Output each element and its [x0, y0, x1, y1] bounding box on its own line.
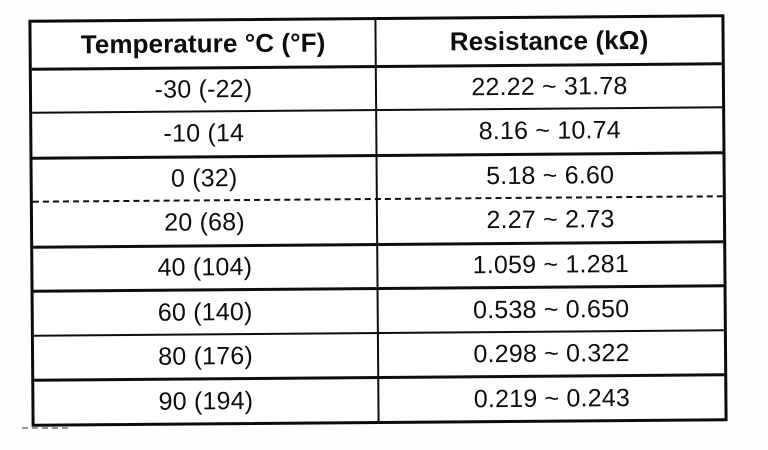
- resistance-cell: 8.16 ~ 10.74: [478, 115, 621, 146]
- resistance-cell: 5.18 ~ 6.60: [486, 161, 615, 191]
- table-row: 20 (68) 2.27 ~ 2.73: [32, 195, 724, 246]
- table-row: 80 (176) 0.298 ~ 0.322: [33, 329, 725, 380]
- temperature-cell: 20 (68): [32, 200, 379, 246]
- temperature-resistance-table: Temperature °C (°F) Resistance (kΩ) -30 …: [28, 14, 728, 427]
- temperature-cell: 80 (176): [33, 333, 380, 380]
- table-row: 90 (194) 0.219 ~ 0.243: [34, 373, 725, 424]
- temperature-cell: 40 (104): [33, 245, 379, 291]
- table-row: 0 (32) 5.18 ~ 6.60: [32, 150, 723, 201]
- resistance-cell: 1.059 ~ 1.281: [472, 250, 630, 280]
- temperature-cell: 60 (140): [33, 290, 379, 335]
- temperature-cell: -30 (-22): [31, 67, 378, 112]
- temperature-cell: 0 (32): [32, 156, 378, 201]
- table-row: -10 (14 8.16 ~ 10.74: [32, 106, 723, 157]
- temperature-cell: 90 (194): [34, 379, 380, 424]
- table-row: 40 (104) 1.059 ~ 1.281: [33, 240, 724, 291]
- table-row: -30 (-22) 22.22 ~ 31.78: [31, 61, 723, 112]
- table-row: 60 (140) 0.538 ~ 0.650: [33, 284, 724, 335]
- resistance-cell: 22.22 ~ 31.78: [471, 71, 628, 102]
- resistance-cell: 2.27 ~ 2.73: [486, 205, 615, 235]
- resistance-cell: 0.298 ~ 0.322: [473, 338, 630, 368]
- scan-noise-dashes: [22, 427, 68, 429]
- table-header-row: Temperature °C (°F) Resistance (kΩ): [31, 17, 721, 68]
- temperature-cell: -10 (14: [32, 111, 378, 157]
- resistance-cell: 0.219 ~ 0.243: [473, 383, 631, 413]
- resistance-column-header: Resistance (kΩ): [449, 24, 649, 57]
- resistance-cell: 0.538 ~ 0.650: [472, 294, 630, 324]
- temperature-column-header: Temperature °C (°F): [31, 20, 377, 68]
